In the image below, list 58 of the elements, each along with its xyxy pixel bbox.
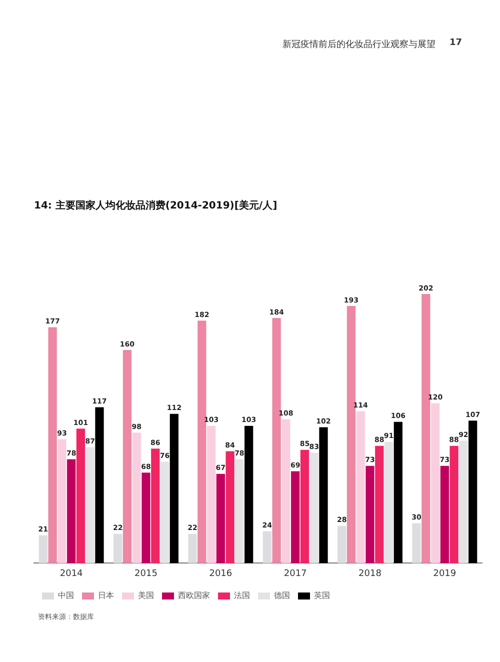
- bar: [132, 432, 141, 564]
- bar: [170, 414, 178, 564]
- bar: [188, 534, 197, 564]
- bar: [272, 318, 281, 564]
- bar: [151, 448, 160, 564]
- bar: [95, 407, 104, 564]
- x-tick-label: 2017: [284, 568, 307, 579]
- bar: [459, 440, 468, 564]
- bar: [160, 462, 170, 564]
- legend-label: 美国: [138, 591, 154, 600]
- bar: [76, 428, 86, 564]
- bar: [86, 447, 94, 564]
- legend-label: 英国: [314, 591, 330, 600]
- bar: [122, 350, 132, 564]
- bar: [319, 427, 328, 564]
- legend-label: 法国: [234, 591, 250, 600]
- legend-label: 西欧国家: [178, 591, 210, 600]
- bar: [468, 420, 478, 564]
- x-tick-label: 2018: [358, 568, 382, 579]
- bar: [430, 403, 440, 564]
- bar: [394, 422, 402, 564]
- bar: [338, 526, 346, 564]
- legend-label: 中国: [58, 591, 74, 600]
- bar: [262, 531, 272, 564]
- x-tick-label: 2016: [209, 568, 232, 579]
- bar: [412, 523, 421, 564]
- bar: [114, 534, 122, 564]
- bar: [235, 459, 244, 564]
- bar: [216, 474, 225, 564]
- legend-label: 日本: [98, 591, 114, 600]
- bar: [206, 426, 216, 564]
- x-tick-label: 2014: [60, 568, 84, 579]
- bar: [291, 471, 300, 564]
- bar: [422, 294, 430, 564]
- bar: [282, 419, 290, 564]
- legend-label: 德国: [274, 591, 290, 600]
- bar: [48, 327, 57, 564]
- bar: [142, 472, 150, 564]
- bar: [226, 451, 234, 564]
- bar: [198, 320, 206, 564]
- x-tick-label: 2019: [433, 568, 456, 579]
- bar: [440, 466, 449, 564]
- chart-title: 14: 主要国家人均化妆品消费(2014-2019)[美元/人]: [34, 200, 278, 212]
- text: 新冠疫情前后的化妆品行业观察与展望: [282, 38, 436, 51]
- bar: [356, 411, 365, 564]
- bar: [67, 459, 76, 564]
- bar: [310, 452, 318, 564]
- text: 17: [449, 38, 462, 50]
- bar: [244, 426, 254, 564]
- bar: [300, 450, 310, 564]
- bar: [375, 446, 384, 564]
- x-tick-label: 2015: [134, 568, 158, 579]
- bar: [450, 446, 458, 564]
- bar: [384, 442, 394, 564]
- bar: [346, 306, 356, 564]
- bar: [366, 466, 374, 564]
- bar: [38, 535, 48, 564]
- bar: [58, 439, 66, 564]
